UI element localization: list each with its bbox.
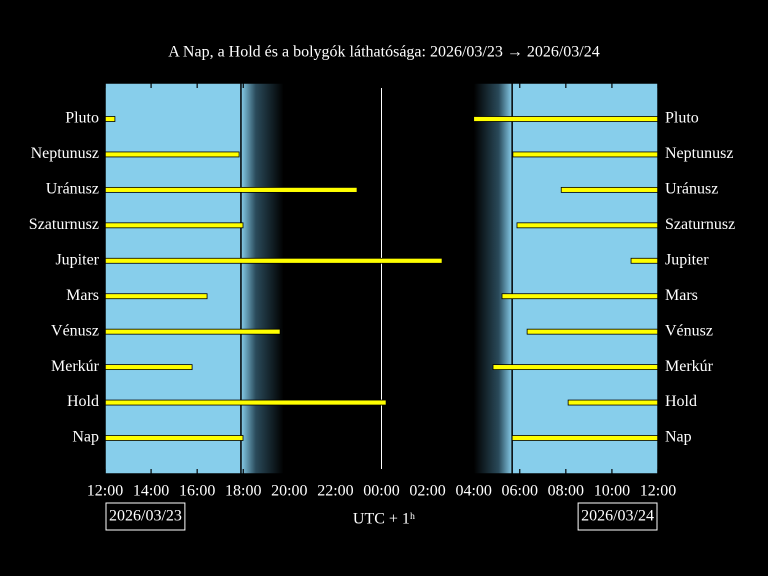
x-tick-label: 04:00: [455, 483, 491, 500]
visibility-bar: [104, 116, 116, 122]
row-label-left: Nap: [72, 429, 99, 446]
row-label-right: Hold: [665, 393, 697, 410]
row-label-left: Vénusz: [51, 322, 99, 339]
x-tick-label: 20:00: [271, 483, 307, 500]
row-label-right: Uránusz: [665, 181, 718, 198]
x-tick-label: 00:00: [363, 483, 399, 500]
visibility-bar: [104, 151, 240, 158]
visibility-bar: [630, 257, 659, 264]
x-tick-label: 12:00: [640, 483, 676, 500]
x-axis-label: UTC + 1ʰ: [353, 511, 415, 528]
row-label-right: Vénusz: [665, 322, 713, 339]
visibility-bar: [104, 364, 193, 371]
row-label-right: Nap: [665, 429, 692, 446]
x-tick-label: 02:00: [409, 483, 445, 500]
visibility-bar: [473, 116, 659, 122]
row-label-right: Pluto: [665, 110, 699, 127]
x-tick-label: 14:00: [133, 483, 169, 500]
visibility-bar: [492, 364, 659, 371]
visibility-bar: [511, 435, 659, 441]
twilight: [240, 83, 284, 474]
visibility-bar: [567, 399, 659, 406]
date-box: [105, 502, 186, 531]
row-label-right: Szaturnusz: [665, 216, 735, 233]
row-label-left: Jupiter: [55, 251, 99, 268]
visibility-bar: [104, 222, 244, 229]
row-label-left: Hold: [67, 393, 99, 410]
chart-title: A Nap, a Hold és a bolygók láthatósága: …: [168, 44, 600, 61]
visibility-bar: [512, 151, 659, 158]
visibility-bar: [560, 186, 659, 193]
visibility-bar: [104, 328, 281, 335]
date-label: 2026/03/24: [581, 508, 654, 525]
row-label-right: Jupiter: [665, 251, 709, 268]
visibility-bar: [104, 257, 443, 264]
visibility-bar: [104, 435, 244, 441]
row-label-left: Mars: [66, 287, 99, 304]
row-label-left: Uránusz: [46, 181, 99, 198]
x-tick-label: 18:00: [225, 483, 261, 500]
row-label-left: Pluto: [65, 110, 99, 127]
row-label-right: Merkúr: [665, 358, 714, 375]
x-tick-label: 08:00: [548, 483, 584, 500]
daylight: [512, 83, 658, 474]
visibility-bar: [501, 293, 659, 300]
visibility-bar: [516, 222, 659, 229]
twilight: [473, 83, 513, 474]
row-label-right: Neptunusz: [665, 145, 733, 162]
date-box: [577, 502, 658, 531]
visibility-bar: [104, 293, 208, 300]
x-tick-label: 10:00: [594, 483, 630, 500]
x-tick-label: 06:00: [502, 483, 538, 500]
x-tick-label: 22:00: [317, 483, 353, 500]
daylight: [105, 83, 241, 474]
row-label-right: Mars: [665, 287, 698, 304]
date-label: 2026/03/23: [109, 508, 182, 525]
x-tick-label: 16:00: [179, 483, 215, 500]
visibility-bar: [104, 399, 387, 406]
visibility-bar: [104, 186, 358, 193]
x-tick-label: 12:00: [87, 483, 123, 500]
row-label-left: Szaturnusz: [29, 216, 99, 233]
row-label-left: Merkúr: [51, 358, 100, 375]
visibility-bar: [526, 328, 659, 335]
row-label-left: Neptunusz: [31, 145, 99, 162]
